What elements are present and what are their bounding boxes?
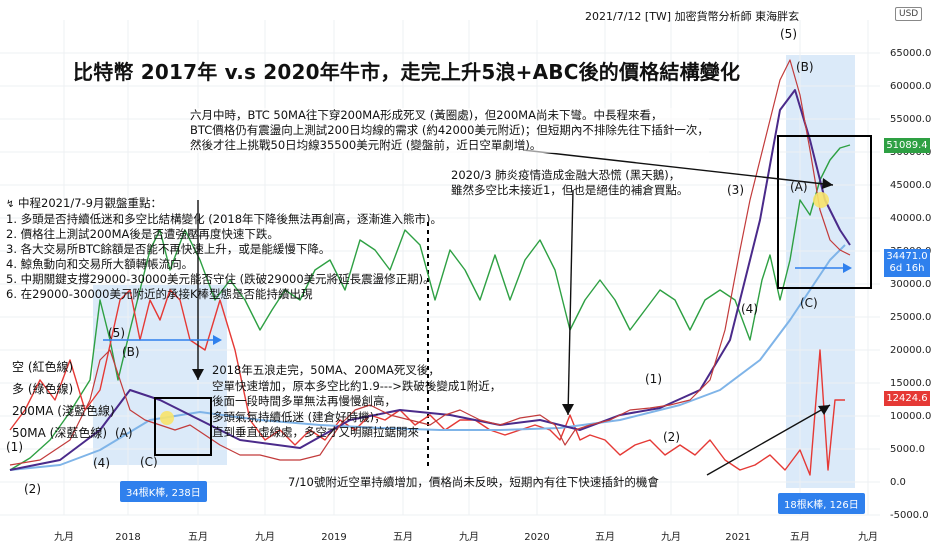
short-series-line [9, 289, 845, 476]
wave-label: (B) [796, 60, 814, 74]
death-cross-marker-2021 [813, 192, 829, 208]
long-series-line [9, 144, 851, 471]
wave-label: (4) [93, 456, 110, 470]
y-tick-label: 55000.0 [890, 114, 931, 125]
wave-label: (1) [645, 372, 662, 386]
y-tick-label: 45000.0 [890, 180, 931, 191]
watch-point-item: 1. 多頭是否持續低迷和多空比結構變化 (2018年下降後無法再創高，逐漸進入熊… [6, 212, 443, 226]
ma50-line [9, 89, 851, 471]
covid-note-line: 雖然多空比未接近1，但也是絕佳的補倉買點。 [451, 183, 689, 197]
y-tick-label: 60000.0 [890, 81, 931, 92]
x-tick-label: 九月 [54, 531, 74, 543]
wave-label: (5) [780, 27, 797, 41]
x-tick-label: 五月 [188, 531, 208, 543]
watch-point-item: 5. 中期關鍵支撐29000-30000美元能否守住 (跌破29000美元將延長… [6, 272, 435, 286]
wave-label: (2) [663, 430, 680, 444]
death-cross-marker-2018 [160, 411, 174, 425]
y-tick-label: 25000.0 [890, 312, 931, 323]
y-tick-label: 20000.0 [890, 345, 931, 356]
y-tick-label: -5000.0 [890, 510, 929, 521]
note-0710: 7/10號附近空單持續增加，價格尚未反映，短期內有往下快速插針的機會 [288, 475, 659, 489]
x-tick-label: 五月 [595, 531, 615, 543]
range-label-left: 34根K棒, 238日 [120, 481, 207, 502]
watch-point-item: 6. 在29000-30000美元附近的承接K棒型態是否能持續出現 [6, 287, 313, 301]
ma200-line [9, 244, 846, 471]
x-tick-label: 五月 [393, 531, 413, 543]
legend-ma50: 50MA (深藍色線) [12, 426, 108, 440]
wave-label: (2) [24, 482, 41, 496]
current-price: 34471.0 [886, 251, 928, 262]
legend: 空 (紅色線) 多 (綠色線) 200MA (淺藍色線) 50MA (深藍色線) [12, 356, 115, 444]
watch-point-item: 3. 各大交易所BTC餘額是否能不再快速上升，或是能緩慢下降。 [6, 242, 331, 256]
y-tick-label: 40000.0 [890, 213, 931, 224]
price-trace-line [9, 59, 851, 466]
wave-label: (A) [115, 426, 133, 440]
june-note-line: 六月中時，BTC 50MA往下穿200MA形成死叉 (黃圈處)，但200MA尚未… [190, 108, 663, 122]
note-2018: 2018年五浪走完，50MA、200MA死叉後， 空單快速增加，原本多空比約1.… [212, 363, 501, 441]
currency-badge[interactable]: USD [895, 7, 923, 21]
x-tick-label: 2020 [524, 532, 549, 543]
legend-short: 空 (紅色線) [12, 360, 74, 374]
wave-label: (4) [741, 302, 758, 316]
wave-label: (B) [122, 345, 140, 359]
wave-label: (A) [790, 180, 808, 194]
y-tick-label: 65000.0 [890, 48, 931, 59]
june-note: 六月中時，BTC 50MA往下穿200MA形成死叉 (黃圈處)，但200MA尚未… [190, 108, 709, 153]
note-2018-line: 空單快速增加，原本多空比約1.9--->跌破後變成1附近， [212, 378, 502, 393]
price-tag-current: 34471.0 6d 16h [884, 249, 930, 277]
chart-title: 比特幣 2017年 v.s 2020年牛市，走完上升5浪+ABC後的價格結構變化 [73, 60, 741, 84]
byline: 2021/7/12 [TW] 加密貨幣分析師 東海胖玄 [585, 10, 800, 23]
watch-points-heading: ↯ 中程2021/7-9月觀盤重點： [6, 196, 162, 210]
x-tick-label: 九月 [459, 531, 479, 543]
watch-points: ↯ 中程2021/7-9月觀盤重點： 1. 多頭是否持續低迷和多空比結構變化 (… [6, 196, 442, 302]
bar-countdown: 6d 16h [889, 263, 925, 274]
zoom-box-2018 [154, 397, 212, 456]
range-label-right: 18根K棒, 126日 [778, 493, 865, 514]
x-tick-label: 五月 [790, 531, 810, 543]
arrow-covid-note [567, 189, 574, 416]
x-tick-label: 九月 [255, 531, 275, 543]
note-2018-line: 多頭氣氛持續低迷 (建倉好時機)； [212, 409, 386, 424]
y-tick-label: 15000.0 [890, 378, 931, 389]
wave-label: (C) [140, 455, 158, 469]
wave-label: (1) [6, 440, 23, 454]
watch-point-item: 2. 價格往上測試200MA後是否遭強壓再度快速下跌。 [6, 227, 279, 241]
x-tick-label: 2018 [115, 532, 140, 543]
note-2018-line: 2018年五浪走完，50MA、200MA死叉後， [212, 363, 440, 377]
x-tick-label: 2019 [321, 532, 346, 543]
price-tag-long: 51089.4 [884, 138, 930, 153]
wave-label: (C) [800, 296, 818, 310]
price-tag-short: 12424.6 [884, 391, 930, 406]
june-note-line: BTC價格仍有震盪向上測試200日均線的需求 (約42000美元附近)；但短期內… [190, 123, 709, 137]
y-tick-label: 0.0 [890, 477, 906, 488]
y-tick-label: 5000.0 [890, 444, 925, 455]
arrow-0710-note [706, 404, 831, 476]
covid-note-line: 2020/3 肺炎疫情造成金融大恐慌 (黑天鵝)， [451, 168, 681, 182]
note-2018-line: 直到垂直虛線處，多空才又明顯拉鋸開來 [212, 425, 419, 439]
legend-long: 多 (綠色線) [12, 382, 74, 396]
watch-point-item: 4. 鯨魚動向和交易所大額轉帳流向。 [6, 257, 194, 271]
y-tick-label: 30000.0 [890, 279, 931, 290]
x-tick-label: 九月 [661, 531, 681, 543]
x-tick-label: 2021 [725, 532, 750, 543]
covid-note: 2020/3 肺炎疫情造成金融大恐慌 (黑天鵝)， 雖然多空比未接近1，但也是絕… [451, 168, 688, 198]
x-tick-label: 九月 [858, 531, 878, 543]
june-note-line: 然後才往上挑戰50日均線35500美元附近 (變盤前，近日空單劇增)。 [190, 138, 542, 152]
wave-label: (3) [727, 183, 744, 197]
zoom-box-2021 [777, 135, 872, 289]
wave-label: (5) [108, 326, 125, 340]
y-tick-label: 10000.0 [890, 411, 931, 422]
arrow-june-note [522, 149, 834, 186]
note-2018-line: 後面一段時間多單無法再慢慢創高， [212, 394, 396, 408]
pin-icon: ↯ [6, 199, 15, 210]
legend-ma200: 200MA (淺藍色線) [12, 404, 115, 418]
